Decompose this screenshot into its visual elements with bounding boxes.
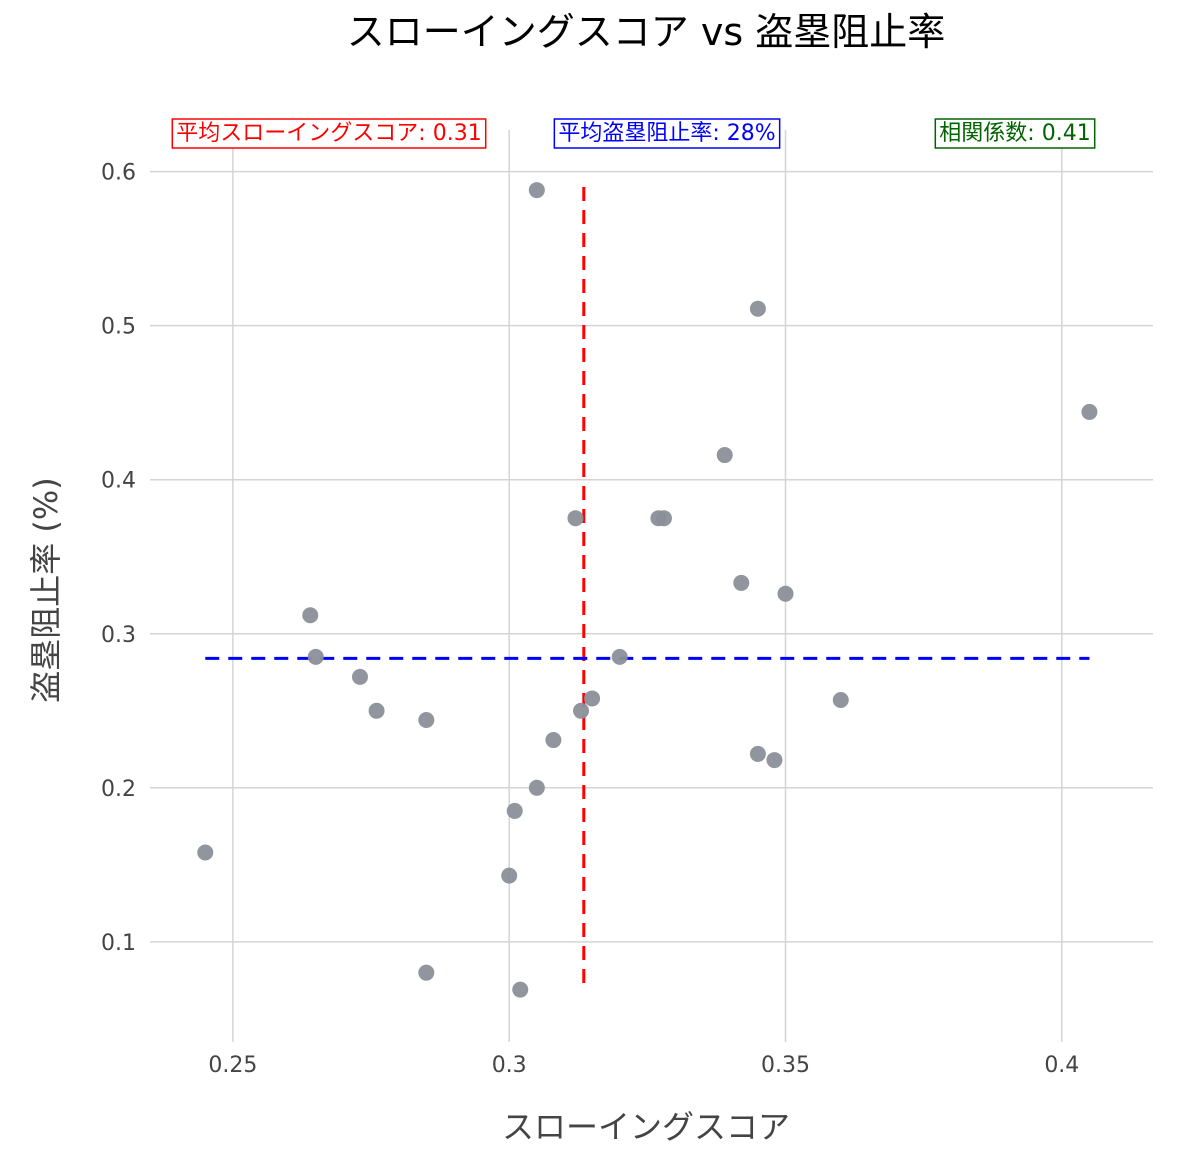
data-point <box>418 964 435 981</box>
correlation-annotation: 相関係数: 0.41 <box>934 118 1096 149</box>
data-point <box>506 802 523 819</box>
mean-throwing-score-annotation-text: 平均スローイングスコア: 0.31 <box>176 121 481 146</box>
x-tick-label: 0.35 <box>761 1053 810 1078</box>
chart-title: スローイングスコア vs 盗塁阻止率 <box>347 10 945 54</box>
x-tick-label: 0.25 <box>208 1053 257 1078</box>
data-point <box>716 447 733 464</box>
mean-caught-stealing-annotation-text: 平均盗塁阻止率: 28% <box>558 121 775 146</box>
data-point <box>777 585 794 602</box>
data-point <box>584 690 601 707</box>
data-point <box>512 981 529 998</box>
x-tick-label: 0.3 <box>492 1053 527 1078</box>
data-point <box>766 752 783 769</box>
y-tick-label: 0.4 <box>101 469 136 494</box>
y-tick-label: 0.6 <box>101 161 136 186</box>
data-point <box>1081 403 1098 420</box>
annotations: 平均スローイングスコア: 0.31 平均盗塁阻止率: 28% 相関係数: 0.41 <box>171 118 1096 149</box>
data-point <box>733 574 750 591</box>
y-axis-label: 盗塁阻止率 (%) <box>27 477 65 703</box>
data-point <box>528 182 545 199</box>
reference-lines <box>205 187 1090 992</box>
mean-caught-stealing-annotation: 平均盗塁阻止率: 28% <box>553 118 781 149</box>
data-points <box>197 182 1098 998</box>
mean-throwing-score-annotation-box <box>171 118 487 149</box>
y-tick-label: 0.1 <box>101 931 136 956</box>
data-point <box>528 779 545 796</box>
correlation-annotation-text: 相関係数: 0.41 <box>939 121 1090 146</box>
x-tick-label: 0.4 <box>1044 1053 1079 1078</box>
data-point <box>573 702 590 719</box>
data-point <box>749 300 766 317</box>
data-point <box>567 510 584 527</box>
grid-lines <box>150 130 1153 1042</box>
x-tick-labels: 0.25 0.3 0.35 0.4 <box>208 1053 1079 1078</box>
data-point <box>749 745 766 762</box>
y-tick-labels: 0.1 0.2 0.3 0.4 0.5 0.6 <box>101 161 136 956</box>
data-point <box>545 732 562 749</box>
correlation-annotation-box <box>934 118 1096 149</box>
data-point <box>655 510 672 527</box>
data-point <box>307 648 324 665</box>
y-tick-label: 0.2 <box>101 777 136 802</box>
data-point <box>302 607 319 624</box>
data-point <box>351 668 368 685</box>
x-axis-label: スローイングスコア <box>502 1108 790 1146</box>
mean-throwing-score-annotation: 平均スローイングスコア: 0.31 <box>171 118 487 149</box>
y-tick-label: 0.3 <box>101 623 136 648</box>
data-point <box>611 648 628 665</box>
data-point <box>368 702 385 719</box>
data-point <box>832 692 849 708</box>
data-point <box>197 844 214 861</box>
data-point <box>418 712 435 729</box>
y-tick-label: 0.5 <box>101 315 136 340</box>
mean-caught-stealing-annotation-box <box>553 118 781 149</box>
data-point <box>501 867 518 884</box>
